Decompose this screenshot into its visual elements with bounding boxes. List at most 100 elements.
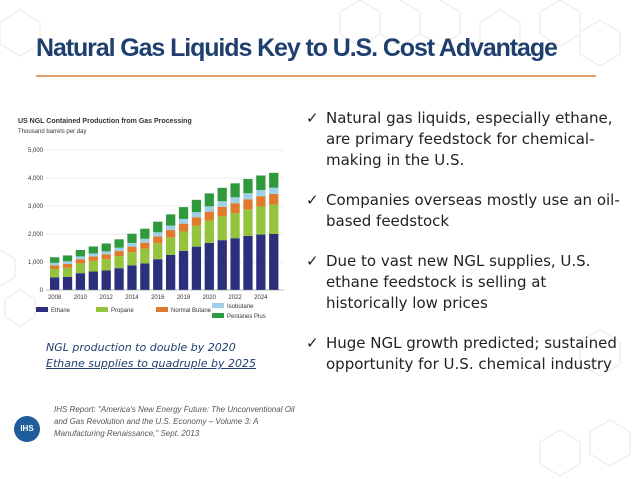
bar-segment-propane [204,220,214,243]
bar-segment-ethane [191,246,202,290]
bar-segment-isobutane [204,206,214,212]
bar-segment-isobutane [217,201,227,207]
bullet-text: Due to vast new NGL supplies, U.S. ethan… [326,252,591,312]
bar-segment-isobutane [256,190,266,197]
bar-segment-isobutane [62,261,73,264]
bar-segment-propane [256,206,266,235]
legend-swatch [156,307,168,312]
bar-segment-normal-butane [140,242,150,249]
legend-swatch [212,303,224,308]
bar-segment-propane [88,260,98,272]
bar-segment-normal-butane [114,251,124,257]
bar-segment-isobutane [243,193,253,200]
bar-segment-propane [114,256,124,269]
bar-segment-propane [178,231,189,251]
bar-segment-normal-butane [127,246,137,253]
bar-segment-pentanes-plus [230,183,240,198]
bullet-text: Companies overseas mostly use an oil-bas… [326,191,620,230]
legend-label: Pentanes Plus [227,314,266,320]
bar-segment-ethane [114,268,124,290]
bar-segment-pentanes-plus [217,187,227,202]
x-tick-label: 2022 [228,295,242,301]
bar-segment-isobutane [75,256,86,260]
bar-segment-ethane [75,273,86,290]
caption-line-1: NGL production to double by 2020 [46,341,236,354]
bar-segment-ethane [217,240,227,290]
bullet-item: ✓ Huge NGL growth predicted; sustained op… [306,333,626,375]
check-icon: ✓ [306,252,319,270]
bar-segment-pentanes-plus [153,221,163,233]
bullet-text: Huge NGL growth predicted; sustained opp… [326,334,617,373]
bar-segment-normal-butane [243,199,253,210]
x-tick-label: 2018 [177,295,191,301]
bar-segment-propane [62,267,73,277]
x-tick-label: 2008 [48,295,62,301]
bar-segment-ethane [243,235,253,290]
bar-segment-pentanes-plus [75,249,86,257]
ngl-production-chart: US NGL Contained Production from Gas Pro… [16,118,288,334]
reference-note: IHS Report: "America's New Energy Future… [54,405,295,438]
bar-segment-normal-butane [166,230,176,238]
bar-segment-pentanes-plus [140,228,150,239]
page-title: Natural Gas Liquids Key to U.S. Cost Adv… [36,34,558,62]
bar-segment-pentanes-plus [204,193,214,207]
bar-segment-isobutane [153,232,163,237]
bar-segment-normal-butane [230,203,240,213]
legend-label: Isobutane [227,304,254,310]
check-icon: ✓ [306,334,319,352]
bar-segment-propane [50,269,60,278]
y-tick-label: 2,000 [28,232,44,238]
bar-segment-pentanes-plus [166,214,176,226]
bar-segment-pentanes-plus [127,233,137,243]
bar-segment-pentanes-plus [243,178,253,194]
caption-line-2: Ethane supplies to quadruple by 2025 [46,357,256,370]
bar-segment-normal-butane [50,265,60,269]
check-icon: ✓ [306,191,319,209]
x-tick-label: 2012 [100,295,114,301]
bullet-text: Natural gas liquids, especially ethane, … [326,109,613,169]
bullet-item: ✓ Due to vast new NGL supplies, U.S. etha… [306,251,626,314]
y-tick-label: 4,000 [28,176,44,182]
bar-segment-normal-butane [88,256,98,261]
legend-swatch [36,307,48,312]
bar-segment-isobutane [166,225,176,231]
bar-segment-ethane [178,250,189,290]
bar-segment-isobutane [50,262,60,266]
bar-segment-normal-butane [101,254,111,260]
bar-segment-normal-butane [217,206,227,217]
bar-segment-ethane [230,238,240,290]
bar-segment-ethane [256,234,266,290]
y-tick-label: 0 [40,288,44,294]
bullet-item: ✓ Natural gas liquids, especially ethane,… [306,108,626,171]
bar-segment-normal-butane [153,236,163,244]
bar-segment-pentanes-plus [191,199,202,213]
bar-segment-pentanes-plus [50,257,60,263]
legend-label: Normal Butane [171,308,212,314]
bar-segment-propane [191,225,202,247]
bar-segment-ethane [166,255,176,290]
chart-ylabel: Thousand barrels per day [18,129,87,135]
bar-segment-normal-butane [256,196,266,207]
legend-label: Ethane [51,308,71,314]
y-tick-label: 5,000 [28,148,44,154]
bar-segment-ethane [153,259,163,290]
bar-segment-isobutane [230,197,240,204]
bar-segment-propane [243,209,253,236]
bar-segment-isobutane [269,187,279,194]
bar-segment-isobutane [88,253,98,257]
bullet-item: ✓ Companies overseas mostly use an oil-ba… [306,190,626,232]
bar-segment-propane [217,216,227,241]
bar-segment-propane [230,213,240,239]
bar-segment-normal-butane [178,223,189,232]
bar-segment-ethane [101,270,111,290]
x-tick-label: 2014 [125,295,139,301]
bar-segment-normal-butane [62,263,73,268]
chart-svg: 0 1,000 2,000 3,000 4,000 5,000 2008 2010 2012 20… [28,148,284,320]
bar-segment-ethane [140,263,150,290]
legend-swatch [96,307,108,312]
bar-segment-pentanes-plus [269,172,279,188]
bar-segment-isobutane [191,212,202,218]
bar-segment-propane [140,248,150,264]
x-tick-label: 2024 [254,295,268,301]
